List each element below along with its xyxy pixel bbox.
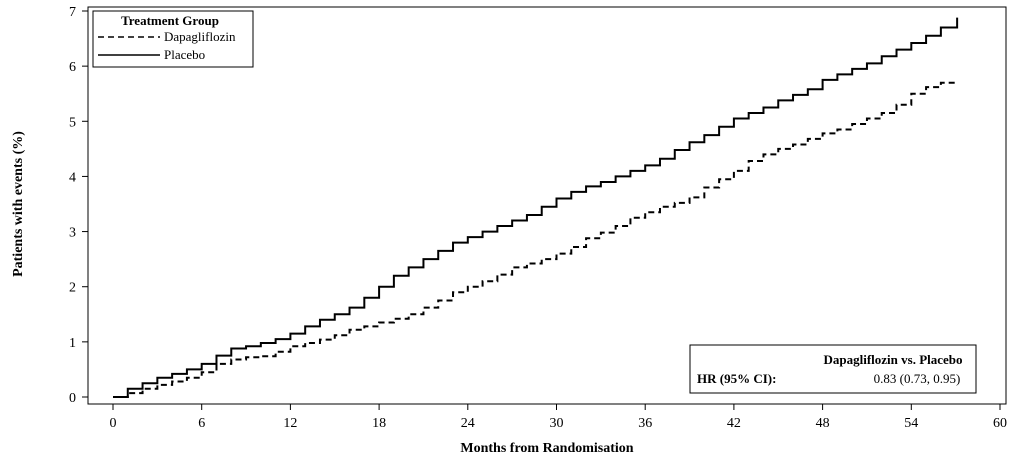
x-tick-label: 42: [727, 416, 741, 431]
y-tick-label: 4: [69, 170, 76, 185]
y-tick-label: 5: [69, 115, 76, 130]
y-tick-label: 7: [69, 5, 76, 20]
x-tick-label: 60: [993, 416, 1007, 431]
series-layer: [113, 17, 959, 398]
y-axis-title: Patients with events (%): [11, 131, 26, 277]
y-tick-label: 1: [69, 336, 76, 351]
legend-box: [92, 10, 254, 68]
hr-value: 0.83 (0.73, 0.95): [874, 371, 961, 386]
y-axis: 0 1 2 3 4 5 6 7: [69, 5, 88, 406]
x-tick-label: 36: [638, 416, 652, 431]
series-line-placebo: [113, 17, 959, 398]
legend-label-placebo: Placebo: [164, 47, 205, 62]
hr-label: HR (95% CI):: [697, 371, 776, 386]
x-tick-label: 48: [816, 416, 830, 431]
hr-annotation: Dapagliflozin vs. Placebo HR (95% CI): 0…: [689, 344, 977, 394]
y-tick-label: 0: [69, 391, 76, 406]
x-tick-label: 24: [461, 416, 475, 431]
x-tick-label: 54: [904, 416, 918, 431]
hr-header: Dapagliflozin vs. Placebo: [823, 352, 962, 367]
x-axis: 0 6 12 18 24 30 36 42 48 54 60: [110, 404, 1007, 431]
x-tick-label: 0: [110, 416, 117, 431]
x-tick-label: 6: [198, 416, 205, 431]
legend-label-dapagliflozin: Dapagliflozin: [164, 29, 236, 44]
y-tick-label: 2: [69, 281, 76, 296]
y-tick-label: 3: [69, 226, 76, 241]
legend: Treatment Group Dapagliflozin Placebo: [92, 10, 254, 68]
legend-title: Treatment Group: [121, 13, 219, 28]
x-tick-label: 12: [283, 416, 297, 431]
hr-box: [689, 344, 977, 394]
x-tick-label: 30: [550, 416, 564, 431]
x-axis-title: Months from Randomisation: [460, 441, 633, 456]
y-tick-label: 6: [69, 60, 76, 75]
x-tick-label: 18: [372, 416, 386, 431]
series-line-dapagliflozin: [113, 81, 957, 398]
plot-frame: [87, 6, 1007, 405]
